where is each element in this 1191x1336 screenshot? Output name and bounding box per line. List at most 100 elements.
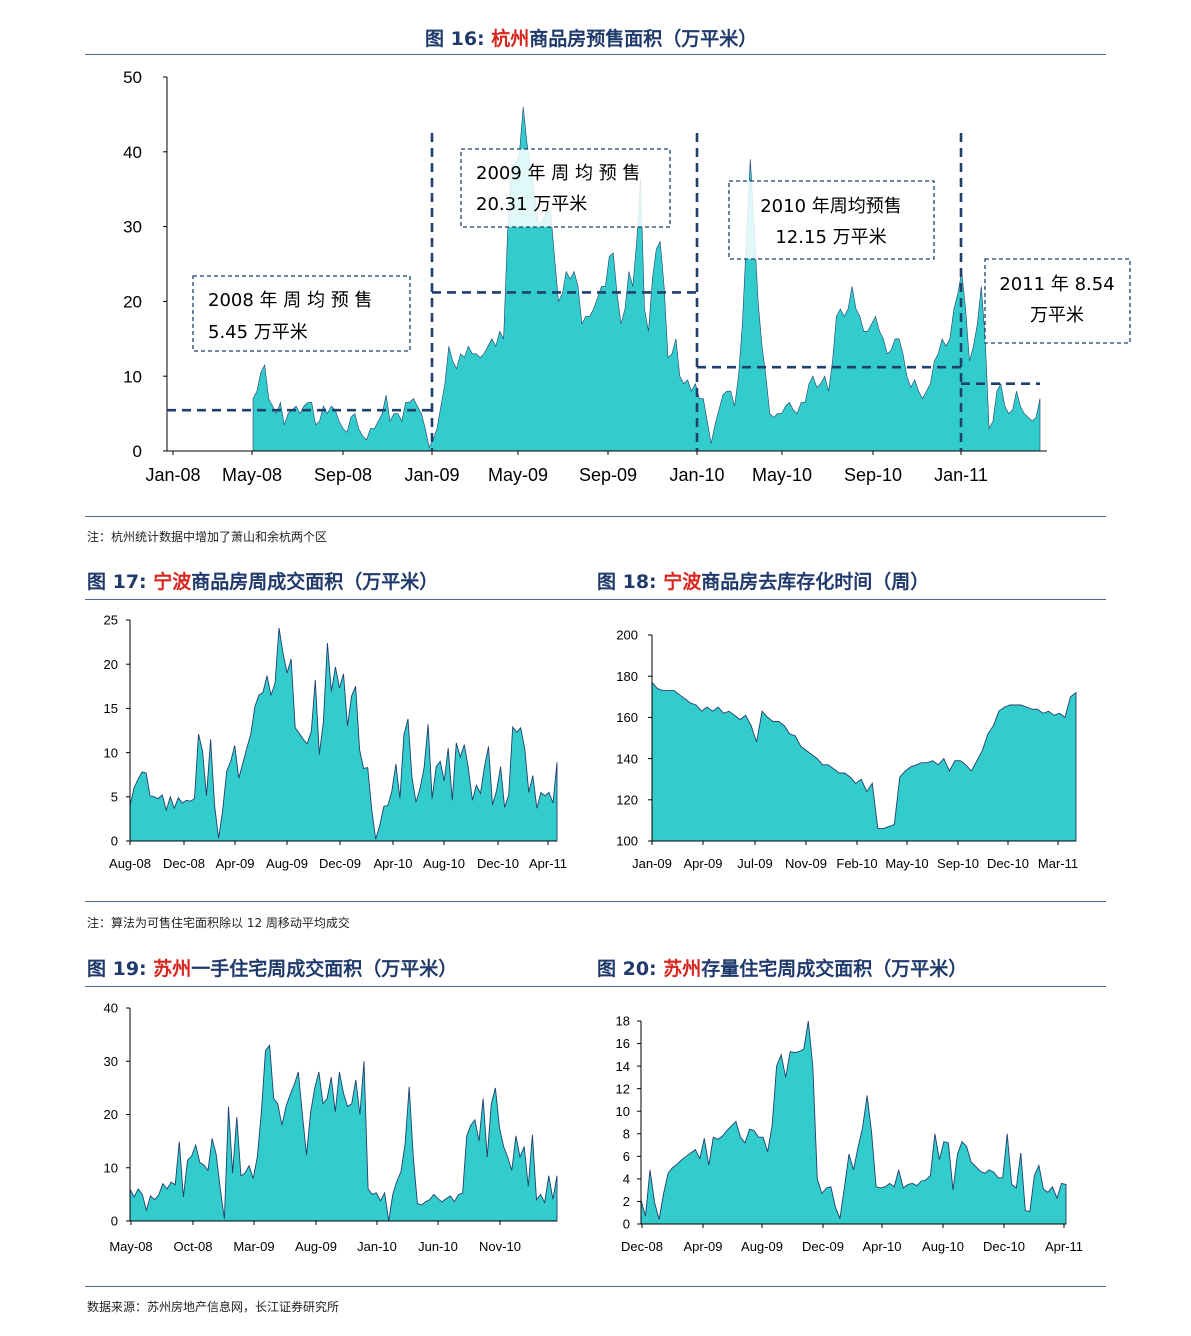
fig18-x-tick-label: Sep-10 bbox=[937, 856, 979, 871]
fig19-x-tick-label: Jan-10 bbox=[357, 1239, 397, 1254]
fig19-top-rule bbox=[85, 986, 1106, 987]
fig18-note: 注：算法为可售住宅面积除以 12 周移动平均成交 bbox=[87, 916, 350, 930]
fig20-x-tick-label: Dec-10 bbox=[983, 1239, 1025, 1254]
fig16-annotation-box bbox=[460, 148, 671, 228]
fig17-title: 图 17: 宁波商品房周成交面积（万平米） bbox=[87, 567, 438, 594]
fig16-x-tick-label: Sep-08 bbox=[314, 465, 372, 485]
fig17-y-tick-label: 20 bbox=[104, 657, 118, 672]
fig16-annotations: 2008 年 周 均 预 售 5.45 万平米 2009 年 周 均 预 售 20.3… bbox=[192, 148, 1131, 352]
fig19-area-series bbox=[129, 1044, 558, 1222]
fig17-title-rest: 商品房周成交面积（万平米） bbox=[191, 571, 439, 593]
fig16-x-tick-label: Jan-10 bbox=[669, 465, 724, 485]
fig20-y-tick-label: 16 bbox=[616, 1036, 630, 1051]
fig16-annotation-text: 2009 年 周 均 预 售 bbox=[476, 163, 640, 184]
fig16-annotation-box bbox=[728, 180, 935, 260]
fig20-x-tick-label: Apr-09 bbox=[683, 1239, 722, 1254]
fig16-x-tick-label: Jan-11 bbox=[934, 465, 988, 485]
fig19-title: 图 19: 苏州一手住宅周成交面积（万平米） bbox=[87, 954, 457, 981]
fig18-area-series bbox=[651, 681, 1077, 842]
fig16-bottom-rule bbox=[85, 516, 1106, 517]
fig20-area-series bbox=[640, 1020, 1067, 1225]
fig20-x-tick-label: Apr-10 bbox=[862, 1239, 901, 1254]
fig18-x-tick-label: Jan-09 bbox=[632, 856, 672, 871]
fig19-title-num: 图 19: bbox=[87, 958, 147, 980]
fig19-plot: 0 10 20 30 40 May-08 Oct-08 Mar-09 Aug-09 Jan-10 J… bbox=[104, 1001, 558, 1254]
fig20-x-tick-label: Apr-11 bbox=[1045, 1239, 1083, 1254]
fig20-y-tick-label: 0 bbox=[623, 1217, 630, 1232]
fig17-y-tick-label: 10 bbox=[104, 745, 118, 760]
fig16-x-tick-label: Jan-09 bbox=[404, 465, 459, 485]
fig19-x-tick-label: Jun-10 bbox=[418, 1239, 458, 1254]
fig18-x-tick-label: Dec-10 bbox=[987, 856, 1029, 871]
fig19-title-rest: 一手住宅周成交面积（万平米） bbox=[191, 958, 458, 980]
fig16-title-city: 杭州 bbox=[491, 28, 530, 50]
fig18-bottom-rule bbox=[85, 901, 1106, 902]
fig18-x-tick-label: Apr-09 bbox=[683, 856, 722, 871]
fig18-x-tick-label: Feb-10 bbox=[836, 856, 877, 871]
fig16-x-tick-label: May-10 bbox=[752, 465, 812, 485]
fig16-area-series bbox=[252, 106, 1041, 452]
fig16-title: 图 16: 杭州商品房预售面积（万平米） bbox=[425, 24, 757, 51]
fig19-y-tick-label: 30 bbox=[104, 1054, 118, 1069]
fig17-x-tick-label: Aug-10 bbox=[423, 856, 465, 871]
fig18-x-tick-label: Jul-09 bbox=[737, 856, 772, 871]
fig19-y-tick-label: 40 bbox=[104, 1001, 118, 1016]
fig16-y-tick-label: 30 bbox=[123, 218, 142, 237]
fig17-top-rule bbox=[85, 599, 1106, 600]
fig16-title-rest: 商品房预售面积（万平米） bbox=[529, 28, 758, 50]
fig18-y-tick-label: 180 bbox=[616, 669, 638, 684]
fig17-x-tick-label: Dec-09 bbox=[319, 856, 361, 871]
fig16-annotation-text: 12.15 万平米 bbox=[775, 227, 886, 248]
fig20-y-tick-label: 4 bbox=[623, 1172, 630, 1187]
source-note: 数据来源：苏州房地产信息网，长江证券研究所 bbox=[87, 1300, 340, 1314]
fig17-y-tick-label: 15 bbox=[104, 701, 118, 716]
fig20-x-tick-label: Dec-08 bbox=[621, 1239, 663, 1254]
fig18-plot: 100 120 140 160 180 200 Jan-09 Apr-09 Jul-09 Nov-… bbox=[616, 628, 1078, 871]
fig16-annotation-text: 20.31 万平米 bbox=[476, 194, 587, 215]
fig16-x-tick-label: Jan-08 bbox=[145, 465, 200, 485]
fig19-x-tick-label: Mar-09 bbox=[233, 1239, 274, 1254]
fig16-annotation-text: 2011 年 8.54 bbox=[999, 274, 1114, 295]
fig17-x-tick-label: Dec-10 bbox=[477, 856, 519, 871]
fig16-title-num: 图 16: bbox=[425, 28, 485, 50]
fig17-x-tick-label: Aug-08 bbox=[109, 856, 151, 871]
fig19-y-tick-label: 20 bbox=[104, 1107, 118, 1122]
fig16-annotation-text: 5.45 万平米 bbox=[208, 322, 308, 343]
source-rule bbox=[85, 1286, 1106, 1287]
fig20-x-tick-label: Aug-10 bbox=[922, 1239, 964, 1254]
fig18-title-rest: 商品房去库存化时间（周） bbox=[701, 571, 930, 593]
fig18-y-tick-label: 140 bbox=[616, 751, 638, 766]
fig20-y-tick-label: 12 bbox=[616, 1081, 630, 1096]
fig18-title: 图 18: 宁波商品房去库存化时间（周） bbox=[597, 567, 929, 594]
fig17-x-tick-label: Dec-08 bbox=[163, 856, 205, 871]
fig17-title-num: 图 17: bbox=[87, 571, 147, 593]
fig20-plot: 0 2 4 6 8 10 12 14 16 18 Dec-08 Apr-09 Aug-09 Dec-09 A… bbox=[616, 1014, 1084, 1254]
fig16-x-tick-label: Sep-09 bbox=[579, 465, 637, 485]
fig16-top-rule bbox=[85, 54, 1106, 55]
fig18-y-tick-label: 120 bbox=[616, 792, 638, 807]
fig16-y-tick-label: 50 bbox=[123, 68, 142, 87]
fig18-y-tick-label: 200 bbox=[616, 628, 638, 643]
fig18-y-tick-label: 100 bbox=[616, 834, 638, 849]
fig17-y-tick-label: 25 bbox=[104, 613, 118, 628]
fig17-title-city: 宁波 bbox=[153, 571, 192, 593]
fig20-x-tick-label: Aug-09 bbox=[741, 1239, 783, 1254]
fig16-annotation-text: 2010 年周均预售 bbox=[760, 196, 902, 217]
fig17-x-tick-label: Aug-09 bbox=[266, 856, 308, 871]
fig20-title-rest: 存量住宅周成交面积（万平米） bbox=[701, 958, 968, 980]
fig16-x-tick-label: Sep-10 bbox=[844, 465, 902, 485]
fig19-x-tick-label: Nov-10 bbox=[479, 1239, 521, 1254]
fig18-x-tick-label: May-10 bbox=[885, 856, 928, 871]
fig20-y-tick-label: 14 bbox=[616, 1059, 630, 1074]
fig17-x-tick-label: Apr-11 bbox=[529, 856, 567, 871]
fig17-y-tick-label: 5 bbox=[111, 789, 118, 804]
fig19-x-tick-label: May-08 bbox=[109, 1239, 152, 1254]
fig16-y-tick-label: 20 bbox=[123, 293, 142, 312]
fig17-plot: 0 5 10 15 20 25 Aug-08 Dec-08 Apr-09 Aug-09 Dec-09… bbox=[104, 613, 568, 871]
fig20-y-tick-label: 8 bbox=[623, 1126, 630, 1141]
fig17-y-tick-label: 0 bbox=[111, 834, 118, 849]
fig16-note: 注：杭州统计数据中增加了萧山和余杭两个区 bbox=[87, 530, 328, 544]
fig18-title-num: 图 18: bbox=[597, 571, 657, 593]
fig16-x-tick-label: May-08 bbox=[222, 465, 282, 485]
